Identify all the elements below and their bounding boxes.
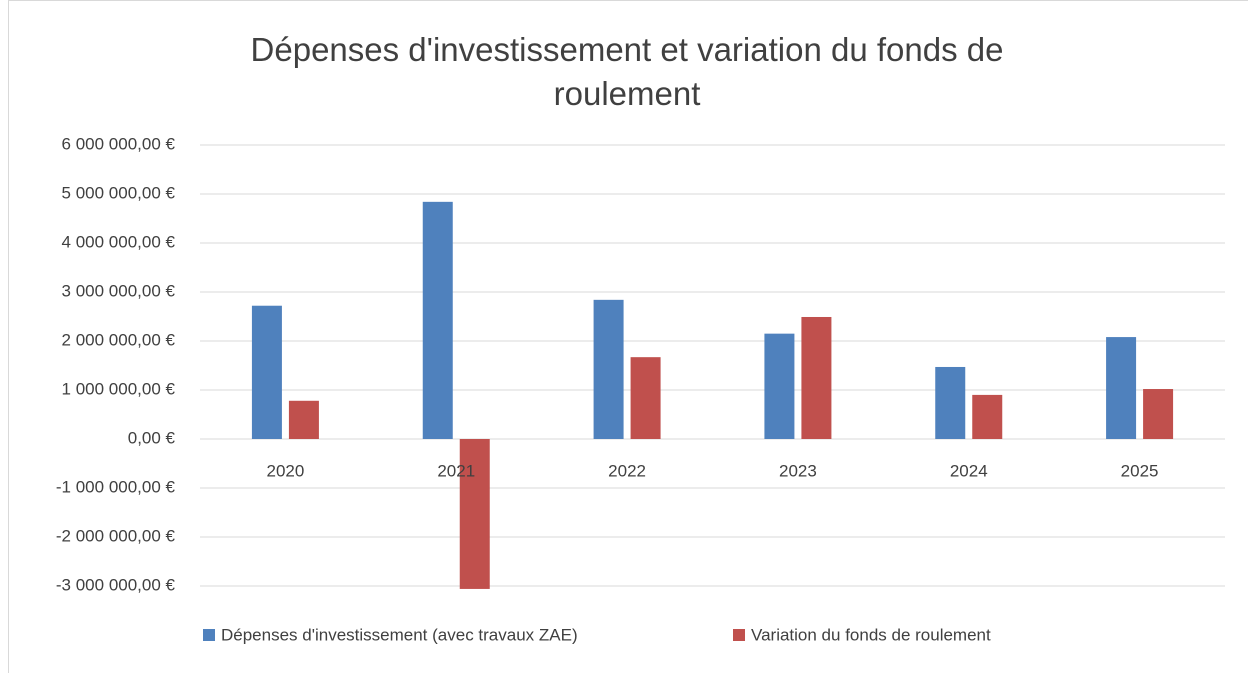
bar xyxy=(630,357,661,439)
y-tick-label: 5 000 000,00 € xyxy=(62,183,176,202)
bar xyxy=(1143,389,1174,439)
y-tick-label: -2 000 000,00 € xyxy=(56,526,176,545)
legend-swatch xyxy=(733,629,745,641)
bar xyxy=(1106,337,1137,439)
legend-label: Variation du fonds de roulement xyxy=(751,625,991,644)
chart-border xyxy=(8,0,1248,673)
x-tick-label: 2024 xyxy=(950,461,988,480)
x-tick-label: 2021 xyxy=(437,461,475,480)
y-tick-label: -3 000 000,00 € xyxy=(56,575,176,594)
legend-swatch xyxy=(203,629,215,641)
bar xyxy=(422,201,453,439)
bar xyxy=(251,305,282,439)
y-tick-label: 3 000 000,00 € xyxy=(62,281,176,300)
bar xyxy=(935,366,966,439)
y-tick-label: 0,00 € xyxy=(128,428,176,447)
bar xyxy=(972,394,1003,439)
bar xyxy=(593,299,624,439)
bar xyxy=(288,400,319,439)
y-tick-label: -1 000 000,00 € xyxy=(56,477,176,496)
bar xyxy=(801,316,832,439)
chart-title: Dépenses d'investissement et variation d… xyxy=(250,31,1004,112)
x-tick-label: 2023 xyxy=(779,461,817,480)
y-tick-label: 2 000 000,00 € xyxy=(62,330,176,349)
y-tick-label: 4 000 000,00 € xyxy=(62,232,176,251)
bar xyxy=(459,439,490,589)
bar xyxy=(764,333,795,439)
x-tick-label: 2020 xyxy=(267,461,305,480)
legend-label: Dépenses d'investissement (avec travaux … xyxy=(221,625,578,644)
x-tick-label: 2022 xyxy=(608,461,646,480)
y-tick-label: 6 000 000,00 € xyxy=(62,134,176,153)
y-tick-label: 1 000 000,00 € xyxy=(62,379,176,398)
x-tick-label: 2025 xyxy=(1121,461,1159,480)
